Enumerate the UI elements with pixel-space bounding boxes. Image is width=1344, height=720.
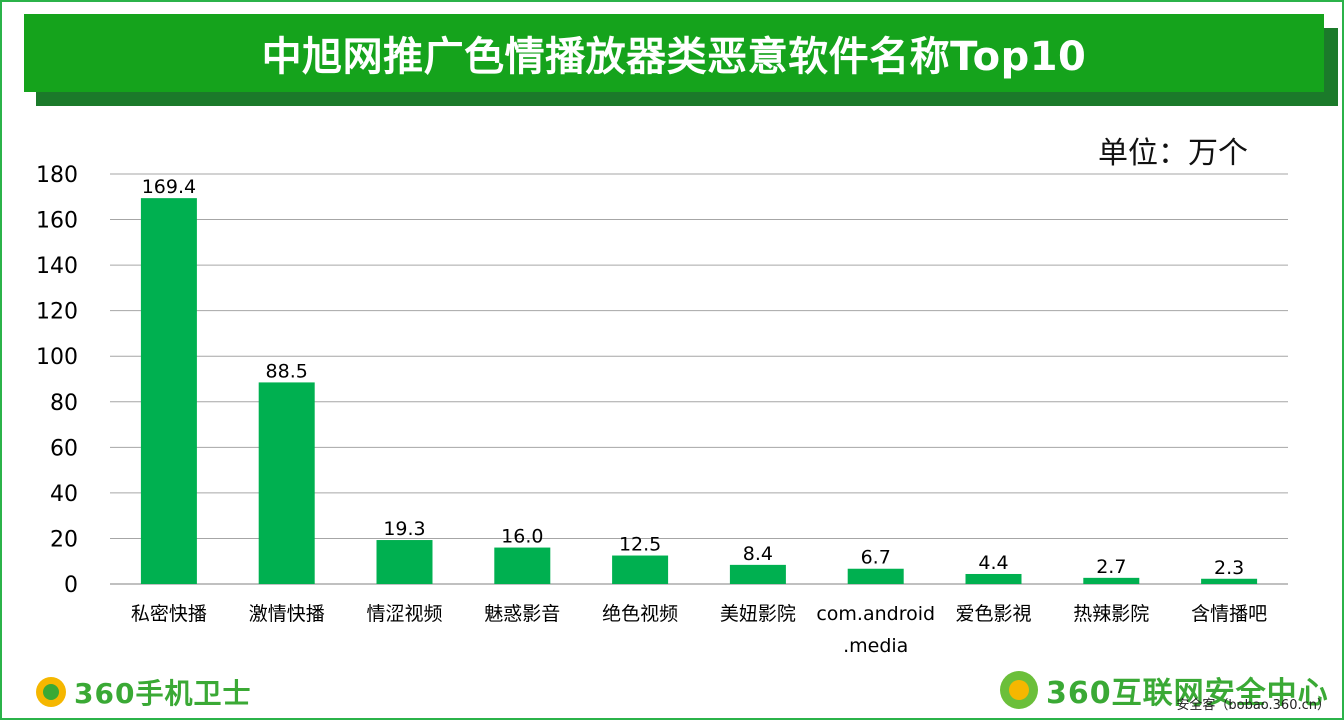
x-tick-label: 绝色视频 bbox=[602, 603, 678, 625]
y-tick-label: 60 bbox=[50, 436, 78, 461]
globe-plus-icon bbox=[1000, 671, 1038, 709]
bar bbox=[1201, 578, 1258, 584]
data-label: 88.5 bbox=[266, 360, 308, 382]
bar bbox=[729, 564, 786, 584]
page-title: 中旭网推广色情播放器类恶意软件名称Top10 bbox=[261, 34, 1087, 80]
x-tick-label: 魅惑影音 bbox=[484, 603, 560, 625]
y-tick-label: 120 bbox=[36, 300, 78, 325]
y-tick-label: 80 bbox=[50, 391, 78, 416]
x-tick-label: com.android bbox=[816, 603, 935, 625]
bar bbox=[612, 555, 669, 584]
x-tick-label: 热辣影院 bbox=[1073, 603, 1149, 625]
unit-label: 单位：万个 bbox=[1098, 136, 1248, 171]
y-tick-label: 140 bbox=[36, 254, 78, 279]
x-tick-label: 爱色影視 bbox=[955, 603, 1031, 625]
bar bbox=[140, 198, 197, 584]
data-label: 12.5 bbox=[619, 534, 661, 556]
data-label: 4.4 bbox=[978, 552, 1008, 574]
shield-plus-icon bbox=[36, 677, 66, 707]
bar bbox=[494, 547, 551, 584]
right-logo-text: 360互联网安全中心 bbox=[1046, 676, 1329, 711]
y-tick-label: 0 bbox=[64, 573, 78, 598]
y-tick-label: 180 bbox=[36, 163, 78, 188]
source-credit: 安全客（bobao.360.cn） bbox=[1176, 698, 1330, 713]
bar bbox=[258, 382, 315, 584]
bar bbox=[1083, 577, 1140, 584]
y-tick-label: 20 bbox=[50, 527, 78, 552]
title-bar: 中旭网推广色情播放器类恶意软件名称Top10 bbox=[24, 14, 1324, 92]
bar bbox=[965, 573, 1022, 584]
y-tick-label: 160 bbox=[36, 209, 78, 234]
x-tick-label: 情涩视频 bbox=[366, 603, 442, 625]
data-label: 169.4 bbox=[142, 176, 196, 198]
bar bbox=[376, 540, 433, 584]
x-tick-label: 激情快播 bbox=[249, 603, 325, 625]
data-label: 2.7 bbox=[1096, 556, 1126, 578]
y-tick-label: 40 bbox=[50, 482, 78, 507]
data-label: 19.3 bbox=[383, 518, 425, 540]
x-tick-label: 美妞影院 bbox=[720, 603, 796, 625]
data-label: 6.7 bbox=[861, 547, 891, 569]
logo-360-mobile-guard: 360手机卫士 bbox=[36, 672, 251, 712]
data-label: 8.4 bbox=[743, 543, 773, 565]
data-label: 2.3 bbox=[1214, 557, 1244, 579]
x-tick-label: 含情播吧 bbox=[1191, 603, 1267, 625]
x-tick-label: 私密快播 bbox=[131, 603, 207, 625]
x-tick-label: .media bbox=[843, 635, 908, 657]
y-tick-label: 100 bbox=[36, 345, 78, 370]
bar bbox=[847, 568, 904, 584]
data-label: 16.0 bbox=[501, 526, 543, 548]
logo-360-internet-security-center: 360互联网安全中心 bbox=[1000, 668, 1329, 712]
left-logo-text: 360手机卫士 bbox=[74, 677, 252, 710]
